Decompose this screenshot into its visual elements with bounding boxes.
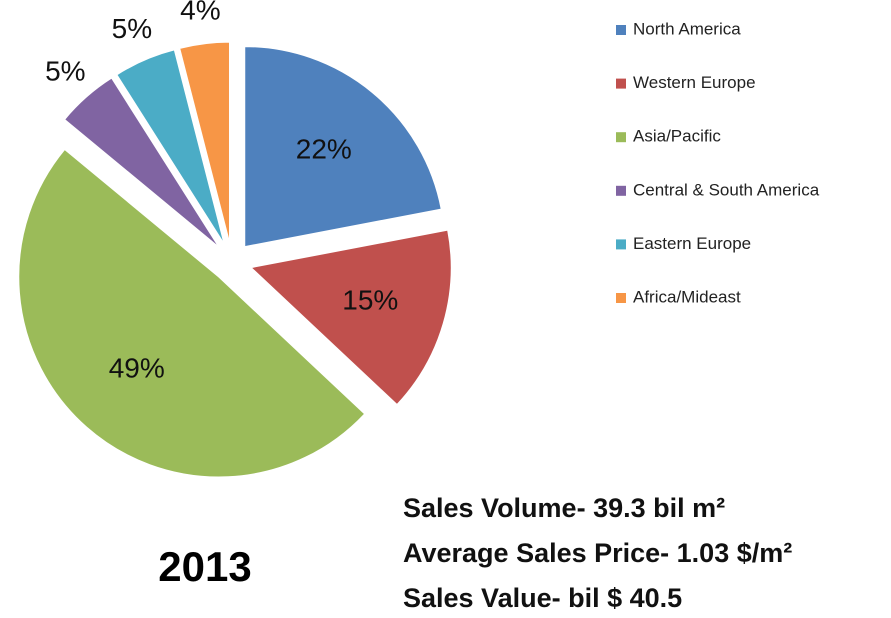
- slice-label: 22%: [296, 133, 352, 164]
- slice-label: 4%: [180, 0, 220, 25]
- chart-title: 2013: [158, 543, 251, 590]
- legend-swatch: [616, 78, 626, 89]
- legend-label: Asia/Pacific: [633, 127, 721, 146]
- pie-slice: [63, 77, 220, 248]
- legend-swatch: [616, 25, 626, 35]
- annotation: Sales Volume- 39.3 bil m²: [403, 493, 725, 523]
- slice-label: 49%: [109, 352, 165, 383]
- legend-label: Western Europe: [633, 73, 756, 92]
- pie-slice: [244, 46, 442, 248]
- pie-slice: [18, 148, 366, 478]
- pie-slice: [179, 41, 230, 243]
- legend-swatch: [616, 293, 626, 303]
- pie-slice: [116, 49, 225, 244]
- slice-label: 5%: [45, 55, 85, 86]
- legend-label: Africa/Mideast: [633, 287, 741, 306]
- annotation: Average Sales Price- 1.03 $/m²: [403, 538, 792, 568]
- annotation: Sales Value- bil $ 40.5: [403, 583, 682, 613]
- legend-swatch: [616, 239, 626, 250]
- legend-swatch: [616, 185, 626, 196]
- slice-label: 15%: [342, 285, 398, 316]
- legend-label: North America: [633, 19, 741, 38]
- pie-slice: [250, 229, 452, 406]
- legend-swatch: [616, 132, 626, 143]
- legend-label: Central & South America: [633, 180, 820, 199]
- slice-label: 5%: [112, 13, 152, 44]
- legend-label: Eastern Europe: [633, 234, 751, 253]
